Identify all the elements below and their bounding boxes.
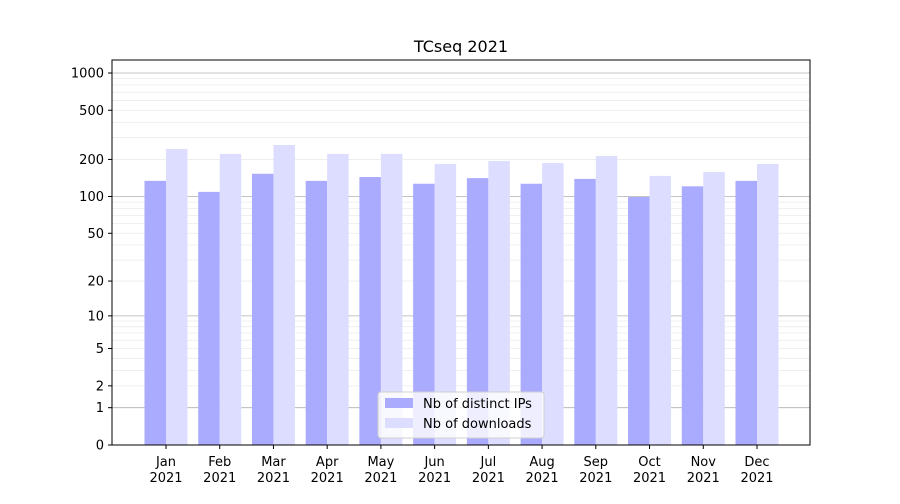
- x-tick-label: Sep: [584, 455, 609, 470]
- bar-downloads: [542, 163, 564, 445]
- bar-downloads: [219, 153, 242, 445]
- x-tick-label: 2021: [149, 471, 182, 486]
- y-tick-label: 10: [87, 309, 104, 324]
- x-tick-label: Oct: [638, 455, 660, 470]
- x-tick-label: Dec: [744, 455, 769, 470]
- legend-label: Nb of downloads: [423, 417, 532, 432]
- bar-downloads: [649, 175, 672, 446]
- plot-frame: [111, 59, 811, 446]
- y-tick-label: 0: [96, 439, 104, 454]
- y-tick-label: 1000: [71, 66, 104, 81]
- x-tick-label: Jan: [155, 455, 176, 470]
- bar-distinct-ips: [251, 173, 274, 446]
- bar-distinct-ips: [574, 178, 596, 446]
- legend-label: Nb of distinct IPs: [423, 397, 532, 412]
- x-tick-label: 2021: [526, 471, 559, 486]
- bar-distinct-ips: [305, 180, 328, 445]
- legend-swatch: [385, 418, 413, 428]
- legend-swatch: [385, 398, 413, 408]
- x-tick-label: Apr: [316, 455, 339, 470]
- x-tick-label: Jun: [423, 455, 444, 470]
- x-tick-label: Feb: [208, 455, 231, 470]
- bar-distinct-ips: [359, 177, 381, 445]
- y-tick-label: 2: [96, 379, 104, 394]
- bar-distinct-ips: [681, 186, 704, 445]
- x-tick-label: 2021: [364, 471, 397, 486]
- bar-distinct-ips: [735, 180, 757, 445]
- x-tick-label: 2021: [311, 471, 344, 486]
- chart-title: TCseq 2021: [413, 37, 508, 56]
- bar-downloads: [380, 153, 403, 445]
- x-tick-label: 2021: [740, 471, 773, 486]
- x-tick-label: Mar: [261, 455, 286, 470]
- x-tick-label: Jul: [480, 455, 497, 470]
- bar-distinct-ips: [520, 183, 543, 445]
- y-tick-label: 50: [87, 227, 104, 242]
- y-tick-label: 100: [79, 190, 104, 205]
- x-tick-label: 2021: [472, 471, 505, 486]
- x-tick-label: Aug: [529, 455, 554, 470]
- y-axis: 0 1 2 5 10 20 50 100 200 500 1000: [71, 66, 112, 454]
- bars: [144, 144, 779, 446]
- y-tick-label: 500: [79, 104, 104, 119]
- x-tick-label: 2021: [418, 471, 451, 486]
- x-tick-label: 2021: [687, 471, 720, 486]
- y-tick-label: 5: [96, 342, 104, 357]
- bar-distinct-ips: [466, 178, 489, 446]
- bar-downloads: [166, 148, 188, 446]
- bar-distinct-ips: [198, 191, 220, 445]
- x-tick-label: 2021: [257, 471, 290, 486]
- x-tick-label: May: [367, 455, 394, 470]
- y-tick-label: 20: [87, 275, 104, 290]
- bar-downloads: [703, 172, 725, 445]
- bar-downloads: [327, 153, 349, 445]
- x-axis: Jan2021Feb2021Mar2021Apr2021May2021Jun20…: [149, 445, 774, 486]
- x-tick-label: 2021: [579, 471, 612, 486]
- bar-downloads: [434, 163, 457, 446]
- x-tick-label: 2021: [203, 471, 236, 486]
- bar-downloads: [488, 161, 510, 445]
- legend-box: [377, 391, 545, 439]
- legend: Nb of distinct IPs Nb of downloads: [377, 391, 545, 439]
- bar-downloads: [757, 163, 779, 446]
- y-tick-label: 1: [96, 401, 104, 416]
- y-tick-label: 200: [79, 153, 104, 168]
- bar-distinct-ips: [413, 183, 435, 445]
- bar-distinct-ips: [628, 197, 650, 445]
- bar-distinct-ips: [144, 180, 166, 445]
- x-tick-label: Nov: [691, 455, 717, 470]
- bar-downloads: [595, 156, 618, 446]
- x-tick-label: 2021: [633, 471, 666, 486]
- bar-downloads: [273, 144, 295, 445]
